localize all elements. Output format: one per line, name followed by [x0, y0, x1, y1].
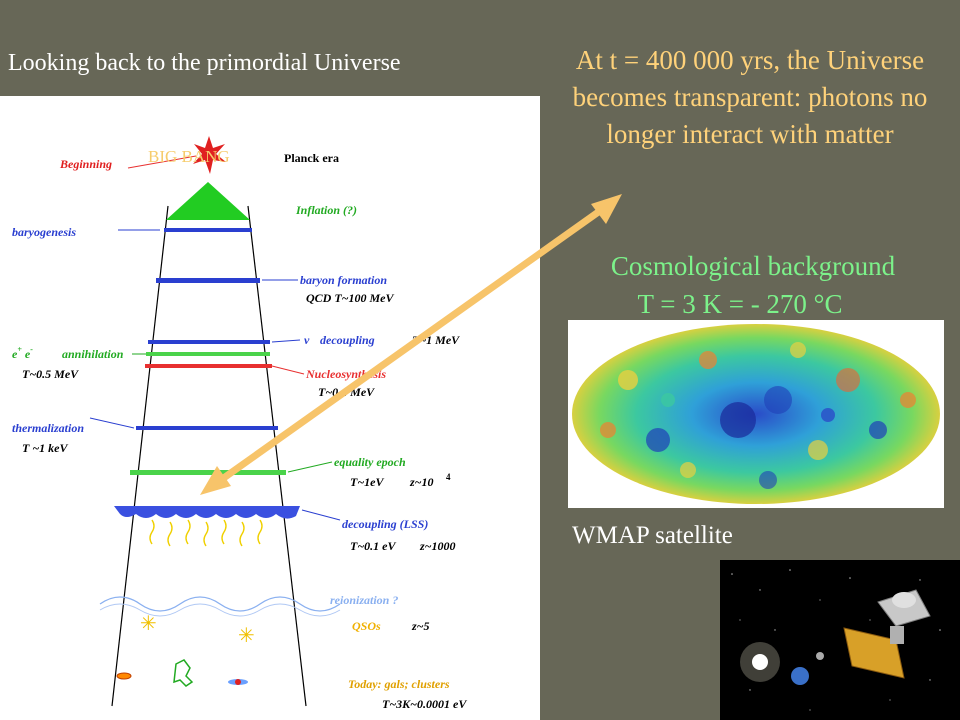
galaxy-icon: [116, 672, 132, 680]
today-label: Today: gals; clusters: [348, 677, 450, 691]
nu-decoupling-label: decoupling: [320, 333, 375, 347]
equality-temp-label: T~1eV: [350, 475, 384, 489]
equality-epoch-label: equality epoch: [334, 455, 406, 469]
arrow-thermalization: [89, 417, 135, 429]
page-heading: Looking back to the primordial Universe: [8, 50, 401, 76]
arrow-beginning: [127, 155, 197, 169]
wmap-caption: WMAP satellite: [572, 522, 733, 549]
timeline-svg: ✳ ✳ BIG BANG Beginning Planck era Inflat…: [12, 136, 467, 711]
sun-icon: [752, 654, 768, 670]
electron-positron-symbol: e+ e-: [12, 345, 33, 361]
transparency-note: At t = 400 000 yrs, the Universe becomes…: [572, 45, 928, 149]
reionization-wave: [99, 596, 341, 612]
big-bang-label: BIG BANG: [148, 147, 230, 166]
qso-star-icon: ✳: [238, 623, 255, 647]
nucleosynthesis-temp-label: T~0.1 MeV: [318, 385, 375, 399]
wmap-satellite-image: [720, 560, 960, 720]
cmb-ellipse: [572, 324, 940, 504]
reionization-label: reionization ?: [330, 593, 398, 607]
cmb-sky-map: [568, 320, 944, 508]
nucleosynthesis-label: Nucleosynthesis: [305, 367, 386, 381]
arrow-lss: [301, 509, 341, 521]
reionization-wave-2: [99, 603, 341, 617]
arrow-equality: [287, 461, 333, 473]
qso-star-icon: ✳: [140, 611, 157, 635]
band-nucleosynthesis: [145, 364, 272, 368]
planck-era-label: Planck era: [284, 151, 339, 165]
moon-icon: [816, 652, 824, 660]
cluster-icon: [173, 659, 194, 687]
inflation-shape: [166, 182, 250, 220]
lss-temp-label: T~0.1 eV: [350, 539, 396, 553]
earth-icon: [791, 667, 809, 685]
equality-z-label: z~10: [409, 475, 434, 489]
band-thermalization: [136, 426, 278, 430]
thermalization-temp-label: T ~1 keV: [22, 441, 68, 455]
timeline-diagram: ✳ ✳ BIG BANG Beginning Planck era Inflat…: [0, 96, 540, 720]
starfield: [731, 569, 941, 711]
today-temp-label: T~3K~0.0001 eV: [382, 697, 467, 711]
satellite-svg: [731, 569, 941, 711]
annihilation-temp-label: T~0.5 MeV: [22, 367, 79, 381]
galaxy-core-icon: [235, 679, 241, 685]
photon-rays: [149, 519, 263, 547]
arrow-nu: [271, 339, 301, 343]
nu-temp-label: T~1 MeV: [412, 333, 460, 347]
band-baryogenesis: [164, 228, 252, 232]
baryon-formation-label: baryon formation: [300, 273, 387, 287]
lss-decoupling-label: decoupling (LSS): [342, 517, 428, 531]
lss-z-label: z~1000: [419, 539, 456, 553]
thermalization-label: thermalization: [12, 421, 84, 435]
cmb-temperature: T = 3 K = - 270 °C: [637, 289, 843, 319]
satellite-icon: [843, 589, 931, 679]
annihilation-label: annihilation: [62, 347, 124, 361]
cone-left-edge: [111, 205, 169, 707]
star-burst-icon: [193, 136, 226, 174]
equality-z-exponent: 4: [446, 472, 451, 482]
baryogenesis-label: baryogenesis: [12, 225, 76, 239]
qsos-z-label: z~5: [411, 619, 430, 633]
inflation-label: Inflation (?): [295, 203, 357, 217]
band-baryon-formation: [156, 278, 260, 283]
cmb-title: Cosmological background: [610, 251, 896, 281]
band-annihilation: [146, 352, 270, 356]
band-nu-decoupling: [148, 340, 270, 344]
cmb-map-svg: [572, 324, 940, 504]
qsos-label: QSOs: [352, 619, 381, 633]
nu-symbol: ν: [304, 333, 310, 347]
band-equality: [130, 470, 286, 475]
beginning-label: Beginning: [59, 157, 112, 171]
band-lss: [114, 506, 300, 519]
qcd-temp-label: QCD T~100 MeV: [306, 291, 395, 305]
arrow-head-upper: [591, 194, 622, 224]
arrow-nucleosynthesis: [271, 365, 305, 375]
